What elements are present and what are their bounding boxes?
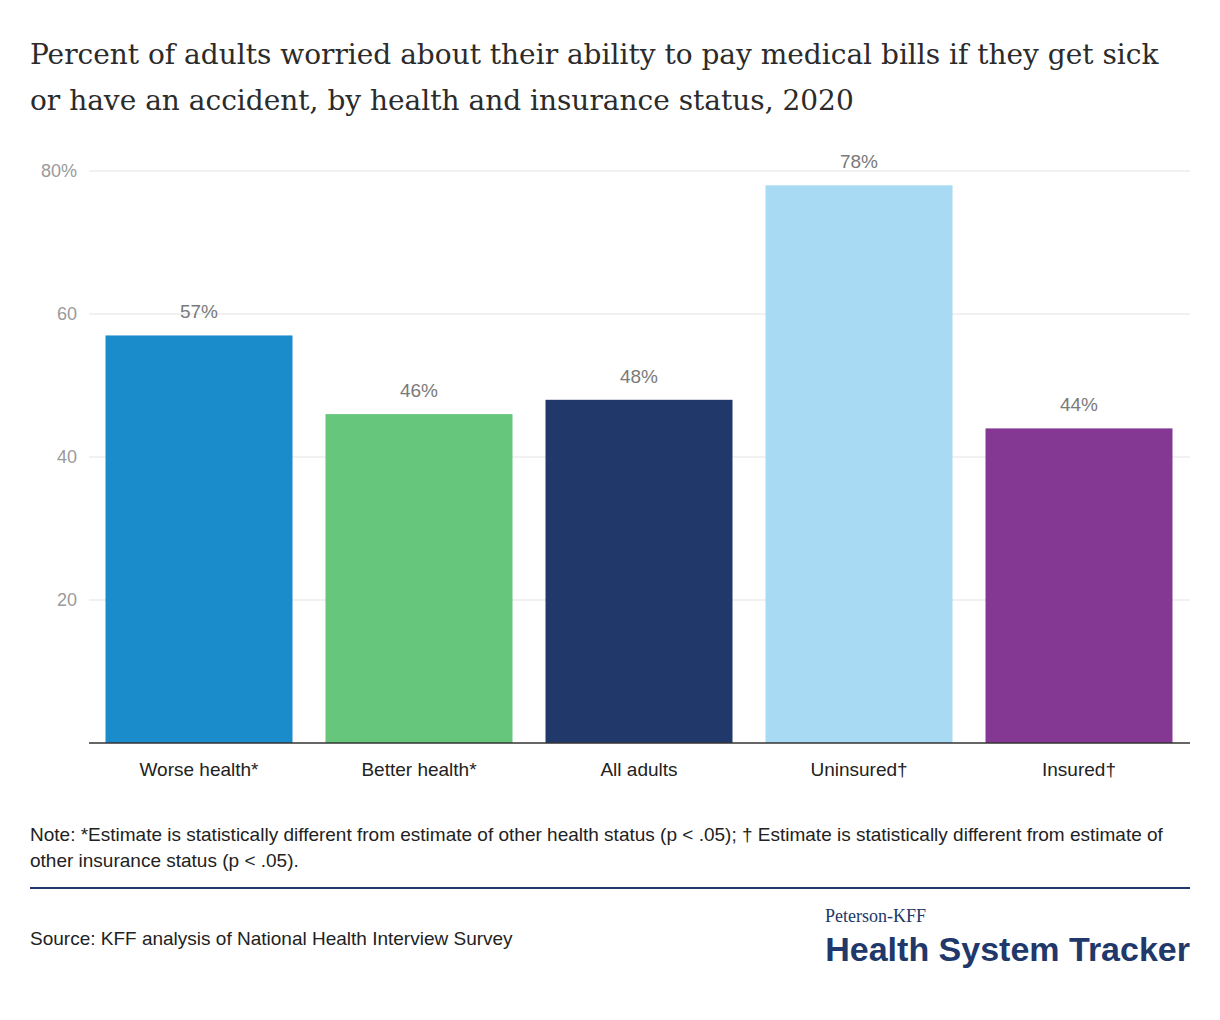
data-label: 57%: [180, 301, 218, 322]
data-label: 78%: [840, 151, 878, 172]
x-tick-label: Better health*: [361, 759, 477, 780]
chart-note: Note: *Estimate is statistically differe…: [30, 822, 1190, 874]
divider: [30, 887, 1190, 889]
data-label: 46%: [400, 380, 438, 401]
chart-source: Source: KFF analysis of National Health …: [30, 928, 513, 950]
bar: [106, 335, 293, 743]
y-tick-label: 60: [57, 304, 77, 324]
data-label: 44%: [1060, 394, 1098, 415]
x-tick-label: All adults: [600, 759, 677, 780]
logo-top: Peterson-KFF: [825, 906, 1190, 927]
grid-line: [89, 171, 1190, 172]
x-tick-label: Insured†: [1042, 759, 1116, 780]
x-axis-line: [89, 742, 1190, 744]
data-label: 48%: [620, 366, 658, 387]
bars: [106, 185, 1173, 743]
logo-main: Health System Tracker: [825, 930, 1190, 969]
x-tick-label: Uninsured†: [810, 759, 907, 780]
chart-title: Percent of adults worried about their ab…: [30, 32, 1170, 124]
bar: [986, 428, 1173, 743]
grid-line: [89, 314, 1190, 315]
y-tick-label: 20: [57, 590, 77, 610]
bar: [326, 414, 513, 743]
bar: [546, 400, 733, 743]
y-tick-label: 80%: [41, 161, 77, 181]
x-tick-label: Worse health*: [140, 759, 260, 780]
y-tick-label: 40: [57, 447, 77, 467]
bar: [766, 185, 953, 743]
